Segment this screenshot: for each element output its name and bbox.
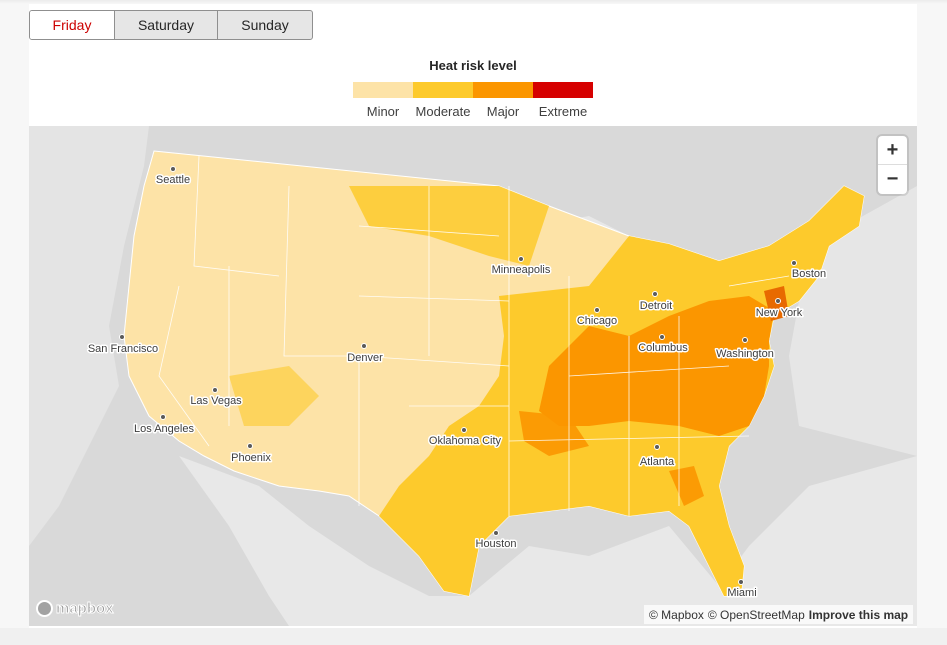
- zoom-in-button[interactable]: +: [878, 136, 907, 165]
- city-dot-washington: [742, 337, 748, 343]
- city-label-atlanta: Atlanta: [640, 456, 675, 468]
- city-dot-chicago: [594, 307, 600, 313]
- legend-swatches: [353, 82, 593, 98]
- city-label-las-vegas: Las Vegas: [190, 395, 242, 407]
- moderate-north-plains: [349, 186, 549, 266]
- city-dot-denver: [361, 343, 367, 349]
- improve-map-link[interactable]: Improve this map: [808, 607, 909, 622]
- city-label-los-angeles: Los Angeles: [134, 423, 194, 435]
- city-label-seattle: Seattle: [156, 174, 190, 186]
- city-label-columbus: Columbus: [638, 342, 688, 354]
- city-label-denver: Denver: [347, 352, 383, 364]
- map-attribution: © Mapbox © OpenStreetMap Improve this ma…: [644, 605, 914, 624]
- city-label-phoenix: Phoenix: [231, 452, 271, 464]
- city-label-washington: Washington: [716, 348, 774, 360]
- legend-swatch-major: [473, 82, 533, 98]
- mapbox-logo-text: mapbox: [56, 599, 115, 617]
- state-borders: [158, 155, 790, 516]
- city-dot-los-angeles: [160, 414, 166, 420]
- city-label-chicago: Chicago: [577, 315, 617, 327]
- moderate-southwest: [229, 366, 319, 426]
- heat-risk-legend: Heat risk level Minor Moderate Major Ext…: [353, 58, 593, 119]
- city-dot-houston: [493, 530, 499, 536]
- city-dot-seattle: [170, 166, 176, 172]
- city-dot-oklahoma-city: [461, 427, 467, 433]
- zoom-control: + −: [878, 136, 907, 194]
- legend-swatch-minor: [353, 82, 413, 98]
- mapbox-attribution-link[interactable]: © Mapbox: [649, 607, 704, 622]
- legend-label-extreme: Extreme: [538, 104, 588, 119]
- bottom-divider: [0, 628, 947, 645]
- city-markers: Seattle San Francisco Las Vegas Los Ange…: [86, 166, 828, 601]
- city-label-oklahoma-city: Oklahoma City: [429, 435, 502, 447]
- legend-label-major: Major: [486, 104, 520, 119]
- legend-labels: Minor Moderate Major Extreme: [353, 104, 593, 119]
- tab-saturday[interactable]: Saturday: [115, 11, 218, 39]
- mapbox-logo[interactable]: mapbox: [36, 598, 114, 618]
- tab-sunday[interactable]: Sunday: [241, 17, 289, 33]
- mapbox-logo-icon: [36, 599, 53, 617]
- tab-friday[interactable]: Friday: [30, 11, 115, 39]
- city-label-san-francisco: San Francisco: [88, 343, 158, 355]
- city-label-minneapolis: Minneapolis: [492, 264, 551, 276]
- map-canvas: Seattle San Francisco Las Vegas Los Ange…: [29, 126, 917, 626]
- city-dot-atlanta: [654, 444, 660, 450]
- city-dot-new-york: [775, 298, 781, 304]
- zoom-out-button[interactable]: −: [886, 168, 899, 190]
- city-label-houston: Houston: [476, 538, 517, 550]
- major-georgia: [669, 466, 704, 506]
- city-dot-columbus: [659, 334, 665, 340]
- legend-label-moderate: Moderate: [415, 104, 471, 119]
- city-dot-san-francisco: [119, 334, 125, 340]
- legend-swatch-extreme: [533, 82, 593, 98]
- legend-swatch-moderate: [413, 82, 473, 98]
- osm-attribution-link[interactable]: © OpenStreetMap: [707, 607, 805, 622]
- city-dot-miami: [738, 579, 744, 585]
- city-label-boston: Boston: [792, 268, 826, 280]
- city-label-new-york: New York: [756, 307, 803, 319]
- top-divider: [0, 0, 947, 4]
- city-label-detroit: Detroit: [640, 300, 672, 312]
- day-tabs: Friday Saturday Sunday: [29, 10, 313, 40]
- city-dot-minneapolis: [518, 256, 524, 262]
- pacific-ocean: [29, 126, 149, 546]
- city-dot-phoenix: [247, 443, 253, 449]
- legend-title: Heat risk level: [429, 58, 517, 73]
- city-dot-las-vegas: [212, 387, 218, 393]
- heat-risk-map[interactable]: Seattle San Francisco Las Vegas Los Ange…: [29, 126, 917, 626]
- city-label-miami: Miami: [727, 587, 756, 599]
- major-ohio-valley: [539, 296, 774, 436]
- legend-label-minor: Minor: [366, 104, 400, 119]
- major-arkansas: [519, 411, 589, 456]
- city-dot-detroit: [652, 291, 658, 297]
- city-dot-boston: [791, 260, 797, 266]
